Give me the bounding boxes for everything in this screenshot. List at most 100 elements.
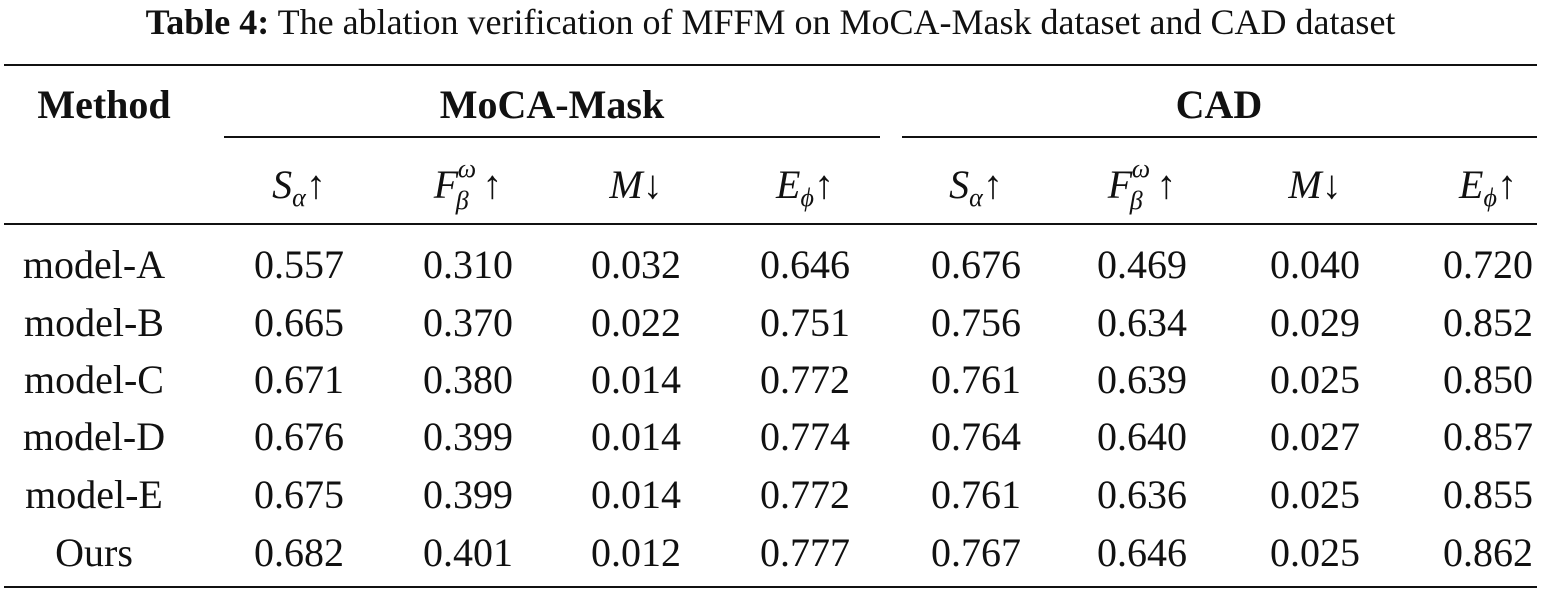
row-method-label: model-A [22,242,166,287]
table-cell: 0.640 [1097,414,1187,459]
table-cell: 0.370 [423,300,513,345]
metric-symbol: M [1288,160,1321,210]
table-cell: 0.774 [760,414,850,459]
table-cell: 0.025 [1270,472,1360,517]
table-cell: 0.634 [1097,300,1187,345]
row-method-label: model-B [24,300,164,345]
row-method-label: model-D [22,414,166,459]
table-cell: 0.639 [1097,357,1187,402]
table-cell: 0.014 [591,414,681,459]
table-cell: 0.646 [760,242,850,287]
metric-header-8: Eϕ↑ [1408,160,1541,223]
bottom-rule [4,586,1537,588]
table-cell: 0.682 [254,530,344,575]
table-cell: 0.029 [1270,300,1360,345]
metric-arrow: ↑ [1156,162,1177,207]
metric-arrow: ↓ [1321,162,1342,207]
table-cell: 0.720 [1443,242,1533,287]
metric-letter: M [1288,162,1322,207]
table-cell: 0.777 [760,530,850,575]
group-header-cad: CAD [1175,82,1263,127]
table-cell: 0.310 [423,242,513,287]
table-cell: 0.469 [1097,242,1187,287]
metric-arrow: ↑ [482,162,503,207]
table-cell: 0.675 [254,472,344,517]
metric-letter: F [433,162,459,207]
metric-arrow: ↑ [305,162,326,207]
metric-letter: S [949,162,970,207]
row-method-label: model-C [24,357,164,402]
caption-label: Table 4: [145,2,270,42]
table-cell: 0.761 [931,357,1021,402]
caption-text: The ablation verification of MFFM on MoC… [277,2,1396,42]
metric-subscript: ϕ [1483,183,1497,212]
table-cell: 0.380 [423,357,513,402]
metric-subscript: ϕ [800,183,814,212]
table-cell: 0.857 [1443,414,1533,459]
metric-arrow: ↑ [813,162,834,207]
table-cell: 0.032 [591,242,681,287]
method-header: Method [37,82,171,127]
row-method-label: model-E [25,472,163,517]
metric-arrow: ↑ [982,162,1003,207]
table-cell: 0.855 [1443,472,1533,517]
metric-letter: S [272,162,293,207]
table-cell: 0.027 [1270,414,1360,459]
metric-symbol: S [272,160,292,210]
table-caption: Table 4: The ablation verification of MF… [0,0,1541,44]
metric-subscript: α [292,183,306,212]
metric-symbol: S [949,160,969,210]
table-cell: 0.850 [1443,357,1533,402]
metric-arrow: ↓ [642,162,663,207]
table-cell: 0.665 [254,300,344,345]
table-cell: 0.014 [591,472,681,517]
table-cell: 0.014 [591,357,681,402]
table-cell: 0.557 [254,242,344,287]
table-cell: 0.399 [423,414,513,459]
table-cell: 0.862 [1443,530,1533,575]
table-cell: 0.399 [423,472,513,517]
table-cell: 0.761 [931,472,1021,517]
table-cell: 0.040 [1270,242,1360,287]
table-cell: 0.022 [591,300,681,345]
table-cell: 0.646 [1097,530,1187,575]
table-cell: 0.756 [931,300,1021,345]
metric-superscript: ω [1131,154,1151,183]
row-method-label: Ours [55,530,133,575]
metric-header-7: M↓ [1235,160,1395,210]
top-rule [4,64,1537,66]
table-cell: 0.025 [1270,357,1360,402]
table-cell: 0.676 [254,414,344,459]
metric-symbol: M [609,160,642,210]
table-cell: 0.401 [423,530,513,575]
group-header-moca-mask: MoCA-Mask [439,82,665,127]
table-cell: 0.025 [1270,530,1360,575]
table-cell: 0.636 [1097,472,1187,517]
metric-arrow: ↑ [1496,162,1517,207]
metric-header-5: Sα↑ [896,160,1056,223]
table-cell: 0.012 [591,530,681,575]
header-rule [4,223,1537,225]
table-cell: 0.764 [931,414,1021,459]
metric-header-1: Sα↑ [219,160,379,223]
table-cell: 0.751 [760,300,850,345]
metric-superscript: ω [457,154,477,183]
table-cell: 0.767 [931,530,1021,575]
metric-symbol: E [1459,160,1483,210]
metric-header-3: M↓ [556,160,716,210]
table-cell: 0.671 [254,357,344,402]
table-cell: 0.676 [931,242,1021,287]
table-cell: 0.852 [1443,300,1533,345]
metric-letter: M [609,162,643,207]
metric-letter: F [1107,162,1133,207]
table-cell: 0.772 [760,472,850,517]
metric-subscript: α [969,183,983,212]
metric-letter: E [776,162,801,207]
group-rule-moca [224,136,880,138]
metric-symbol: E [776,160,800,210]
metric-subscript: β [455,186,469,215]
